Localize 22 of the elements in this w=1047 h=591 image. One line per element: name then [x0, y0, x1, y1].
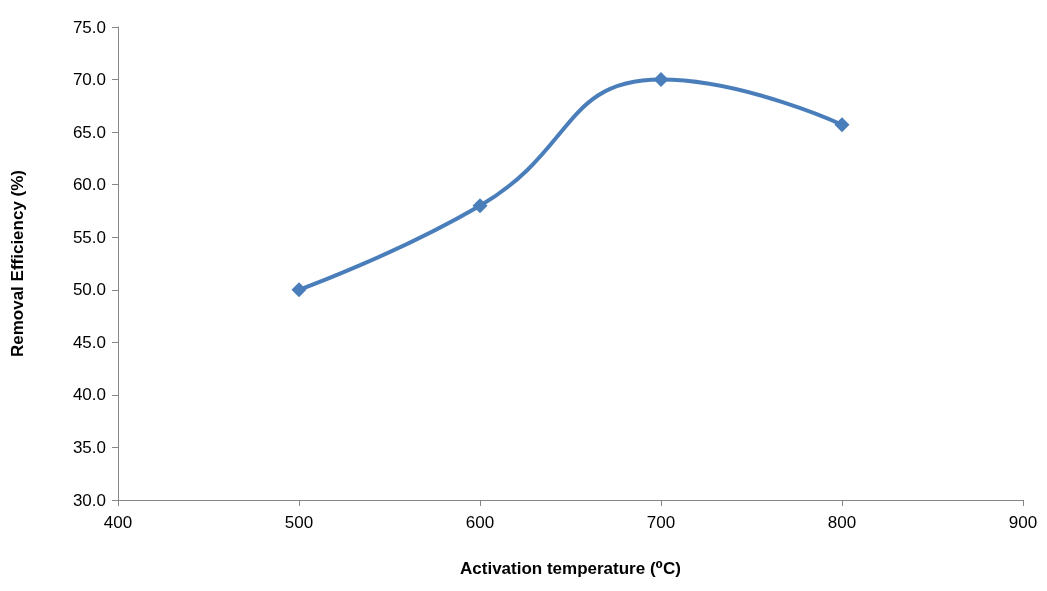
- point: [834, 117, 850, 133]
- y-tick-label: 50.0: [72, 280, 106, 300]
- x-tick-label: 800: [827, 513, 857, 532]
- y-tick-label: 55.0: [72, 227, 106, 247]
- x-tick-label: 500: [284, 513, 314, 532]
- y-tick-label: 70.0: [72, 70, 106, 90]
- x-tick-label: 900: [1008, 513, 1038, 532]
- y-tick-label: 75.0: [72, 17, 106, 37]
- y-tick-label: 60.0: [72, 175, 106, 195]
- y-tick-label: 35.0: [72, 437, 106, 457]
- x-axis-title: Activation temperature (⁰C): [460, 559, 681, 578]
- x-tick-label: 400: [103, 513, 133, 532]
- x-tick-label: 700: [646, 513, 676, 532]
- y-tick-label: 40.0: [72, 385, 106, 405]
- y-tick-label: 30.0: [72, 490, 106, 510]
- point: [291, 282, 307, 298]
- y-tick-label: 45.0: [72, 332, 106, 352]
- point: [472, 198, 488, 214]
- x-tick-label: 600: [465, 513, 495, 532]
- y-tick-label: 65.0: [72, 122, 106, 142]
- point: [653, 72, 669, 88]
- y-axis-title: Removal Efficiency (%): [8, 169, 27, 358]
